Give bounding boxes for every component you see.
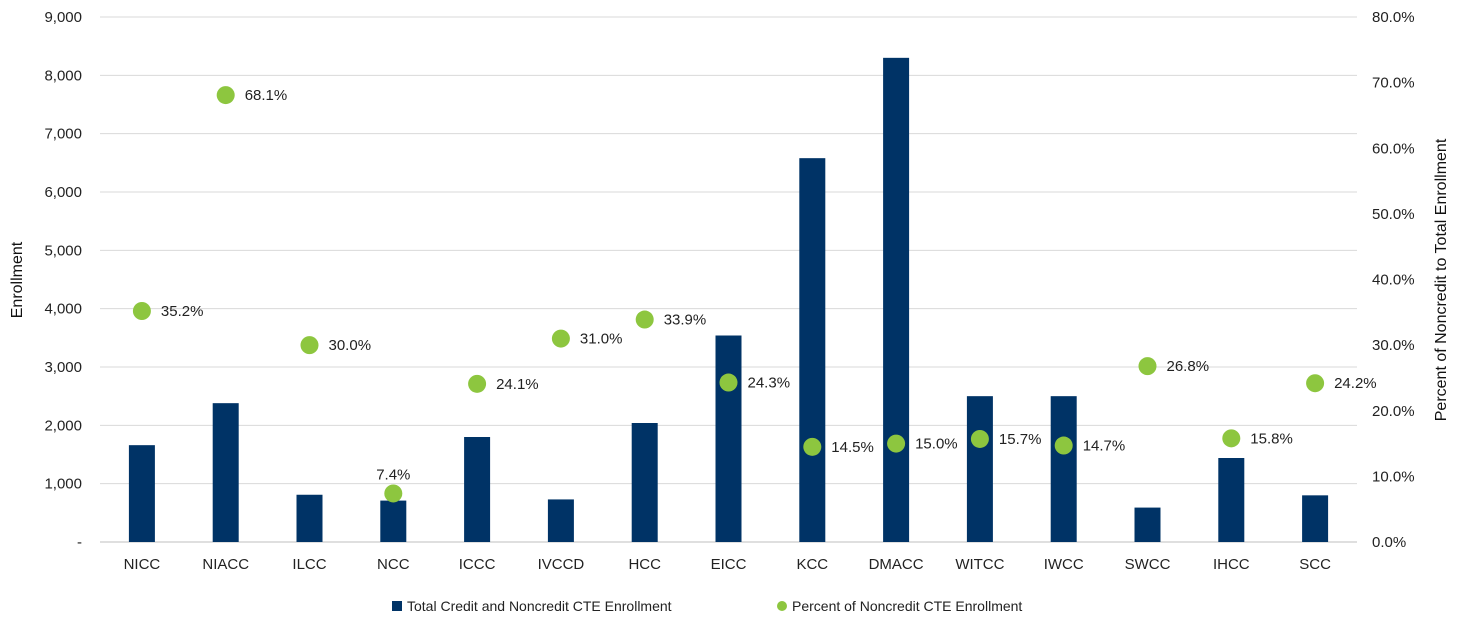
point-data-label: 24.3% — [748, 375, 791, 392]
x-tick-label: IWCC — [1044, 556, 1084, 573]
point — [132, 302, 151, 320]
bar — [715, 335, 742, 542]
bar — [1050, 396, 1077, 542]
point-series: 35.2% 68.1% 30.0% 7.4% 24.1% 31.0% 33.9% 24.3% 1… — [132, 86, 1377, 503]
point-data-label: 26.8% — [1167, 358, 1210, 375]
point — [1222, 429, 1241, 448]
x-tick-label: IVCCD — [538, 556, 585, 573]
bar — [464, 437, 491, 542]
y2-tick-label: 60.0% — [1372, 140, 1415, 157]
point — [1054, 436, 1073, 455]
left-axis-ticks: - 1,000 2,000 3,000 4,000 5,000 6,000 7,000 8,00… — [44, 9, 82, 551]
y2-tick-label: 20.0% — [1372, 403, 1415, 420]
y-tick-label: - — [77, 534, 82, 551]
x-tick-label: NICC — [124, 556, 161, 573]
bar — [631, 423, 658, 542]
point-data-label: 24.1% — [496, 376, 539, 393]
bar — [1218, 458, 1245, 542]
point-data-label: 31.0% — [580, 331, 623, 348]
x-tick-label: HCC — [628, 556, 661, 573]
y-tick-label: 3,000 — [44, 359, 82, 376]
x-tick-label: ILCC — [292, 556, 326, 573]
x-tick-label: EICC — [711, 556, 747, 573]
x-tick-label: ICCC — [459, 556, 496, 573]
point — [468, 374, 487, 393]
bar — [547, 499, 574, 542]
point — [1306, 374, 1325, 393]
y-axis-title: Enrollment — [9, 241, 26, 318]
bar — [380, 500, 407, 542]
point — [887, 434, 906, 453]
legend-bar-label: Total Credit and Noncredit CTE Enrollmen… — [407, 598, 672, 614]
bar — [1302, 495, 1329, 542]
bar — [1134, 507, 1161, 542]
y2-tick-label: 80.0% — [1372, 9, 1415, 26]
y-tick-label: 7,000 — [44, 126, 82, 143]
x-tick-label: WITCC — [955, 556, 1004, 573]
y-tick-label: 4,000 — [44, 301, 82, 318]
point — [216, 86, 235, 105]
category-axis-ticks: NICC NIACC ILCC NCC ICCC IVCCD HCC EICC KCC DMACC… — [124, 556, 1332, 573]
point-data-label: 7.4% — [376, 466, 410, 483]
x-tick-label: NCC — [377, 556, 410, 573]
point — [970, 429, 989, 448]
y-tick-label: 9,000 — [44, 9, 82, 26]
legend-bar-swatch — [392, 601, 402, 611]
y2-tick-label: 10.0% — [1372, 468, 1415, 485]
right-axis-ticks: 0.0% 10.0% 20.0% 30.0% 40.0% 50.0% 60.0% 70.0% 8… — [1372, 9, 1415, 551]
point-data-label: 14.5% — [831, 439, 874, 456]
x-tick-label: IHCC — [1213, 556, 1250, 573]
point-data-label: 15.0% — [915, 436, 958, 453]
point-data-label: 14.7% — [1083, 438, 1126, 455]
y-tick-label: 6,000 — [44, 184, 82, 201]
y-tick-label: 1,000 — [44, 476, 82, 493]
x-tick-label: NIACC — [202, 556, 249, 573]
x-tick-label: SCC — [1299, 556, 1331, 573]
legend: Total Credit and Noncredit CTE Enrollmen… — [392, 598, 1022, 614]
y-tick-label: 2,000 — [44, 417, 82, 434]
point-data-label: 24.2% — [1334, 375, 1377, 392]
x-tick-label: KCC — [796, 556, 828, 573]
x-tick-label: DMACC — [869, 556, 924, 573]
y2-tick-label: 40.0% — [1372, 272, 1415, 289]
point-data-label: 30.0% — [329, 337, 372, 354]
y-tick-label: 5,000 — [44, 242, 82, 259]
gridlines — [100, 16, 1357, 543]
point — [719, 373, 738, 392]
bar — [966, 396, 993, 542]
bar — [128, 445, 155, 542]
y2-tick-label: 0.0% — [1372, 534, 1406, 551]
y2-tick-label: 30.0% — [1372, 337, 1415, 354]
y2-tick-label: 70.0% — [1372, 75, 1415, 92]
legend-dot-swatch — [777, 601, 787, 611]
point — [384, 484, 403, 503]
x-tick-label: SWCC — [1125, 556, 1171, 573]
y2-axis-title: Percent of Noncredit to Total Enrollment — [1433, 138, 1450, 421]
point — [1138, 357, 1157, 376]
bar — [883, 57, 910, 542]
point-data-label: 15.7% — [999, 431, 1042, 448]
point — [551, 329, 570, 348]
point-data-label: 33.9% — [664, 312, 707, 329]
point — [300, 336, 319, 355]
point — [803, 437, 822, 456]
y-tick-label: 8,000 — [44, 67, 82, 84]
bar — [799, 158, 826, 542]
bar — [296, 494, 323, 542]
point — [635, 310, 654, 329]
bar — [212, 403, 239, 542]
point-data-label: 35.2% — [161, 303, 204, 320]
y2-tick-label: 50.0% — [1372, 206, 1415, 223]
bar-series — [128, 57, 1329, 542]
legend-dot-label: Percent of Noncredit CTE Enrollment — [792, 598, 1022, 614]
point-data-label: 15.8% — [1250, 430, 1293, 447]
point-data-label: 68.1% — [245, 87, 288, 104]
